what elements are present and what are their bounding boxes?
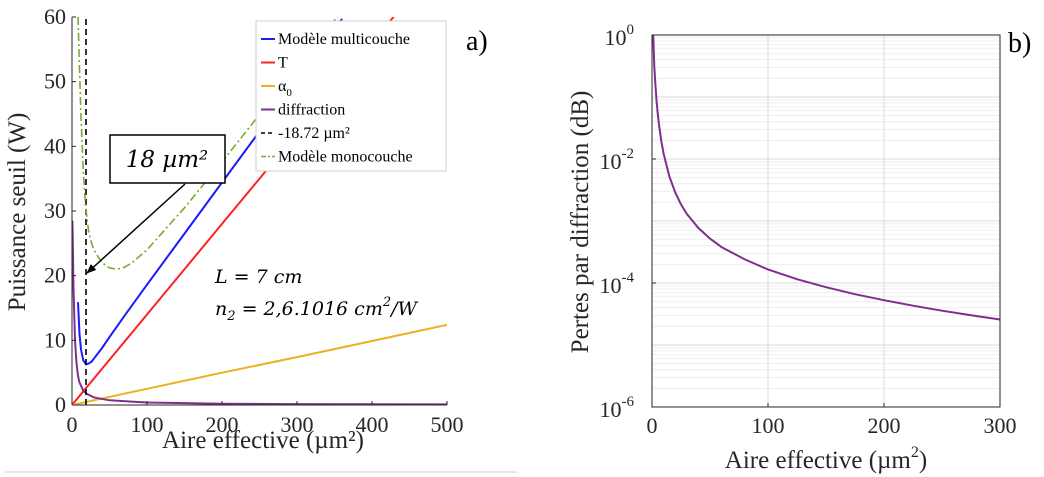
callout-18um2: 18 µm² — [86, 134, 226, 274]
chart-b-frame — [651, 34, 1001, 408]
chart-a-legend-box — [255, 20, 447, 172]
chart-a-legend-items: Modèle multicouche Tα0 diffraction -18.72 µ… — [261, 31, 413, 166]
chart-a-panel-label: a) — [466, 26, 488, 57]
annotation-n2: n2 = 2,6.1016 cm2/W — [215, 295, 419, 324]
chart-b-x-tick-label: 300 — [984, 413, 1017, 438]
chart-b-y-tick-label: 10-4 — [600, 270, 635, 298]
chart-a-ticks: 0 100 200 300 400 500 0 10 20 30 40 50 60 — [44, 4, 464, 437]
chart-a-x-tick-label: 0 — [67, 412, 78, 437]
chart-b-x-axis-label: Aire effective (µm2) — [725, 444, 927, 474]
chart-b-panel-label: b) — [1008, 28, 1031, 59]
chart-a-y-axis-label: Puissance seuil (W) — [4, 113, 31, 312]
callout-arrow — [86, 183, 186, 274]
chart-a-y-tick-label: 40 — [44, 133, 66, 158]
callout-text: 18 µm² — [126, 147, 209, 173]
chart-a-legend-label-2: α0 — [278, 78, 292, 99]
chart-a-y-tick-label: 30 — [44, 198, 66, 223]
chart-a-x-tick-label: 500 — [431, 412, 464, 437]
chart-a-series-5 — [77, 17, 339, 271]
chart-b-y-axis-label: Pertes par diffraction (dB) — [567, 91, 594, 354]
chart-a: 0 100 200 300 400 500 0 10 20 30 40 50 60 Aire effec… — [4, 4, 517, 473]
chart-a-legend-label-5: Modèle monocouche — [278, 149, 413, 166]
chart-b-series — [652, 35, 1000, 321]
chart-b-x-tick-label: 200 — [868, 413, 901, 438]
chart-a-y-tick-label: 0 — [55, 392, 66, 417]
chart-a-x-tick-label: 100 — [131, 412, 164, 437]
chart-a-legend-label-0: Modèle multicouche — [278, 31, 410, 48]
chart-a-x-tick-label: 200 — [206, 412, 239, 437]
chart-a-legend-label-3: diffraction — [278, 102, 345, 119]
chart-b-y-tick-label: 10-2 — [600, 146, 635, 174]
chart-a-y-tick-label: 20 — [44, 263, 66, 288]
chart-a-series-2 — [72, 323, 447, 405]
chart-b-y-tick-label: 10-6 — [600, 394, 635, 422]
chart-a-x-tick-label: 400 — [356, 412, 389, 437]
chart-a-series-3 — [72, 220, 447, 405]
chart-a-y-tick-label: 10 — [44, 327, 66, 352]
annotation-length: L = 7 cm — [214, 266, 302, 288]
chart-b-x-tick-label: 0 — [647, 413, 658, 438]
chart-b-ticks: 0 100 200 300 10-6 10-4 10-2 100 — [600, 22, 1017, 438]
chart-a-x-tick-label: 300 — [281, 412, 314, 437]
chart-a-y-tick-label: 50 — [44, 69, 66, 94]
chart-a-legend-label-4: -18.72 µm² — [278, 125, 350, 142]
chart-b-series-0 — [652, 35, 1000, 321]
chart-b: 0 100 200 300 10-6 10-4 10-2 100 Aire effective… — [567, 22, 1031, 474]
chart-b-x-tick-label: 100 — [752, 413, 785, 438]
chart-a-y-tick-label: 60 — [44, 4, 66, 29]
chart-a-x-axis-label: Aire effective (µm²) — [162, 427, 364, 454]
callout-box — [109, 134, 226, 184]
chart-b-y-tick-label: 100 — [605, 22, 635, 50]
chart-a-legend-label-1: T — [278, 55, 288, 72]
chart-a-legend: Modèle multicouche Tα0 diffraction -18.72 µ… — [255, 20, 447, 172]
